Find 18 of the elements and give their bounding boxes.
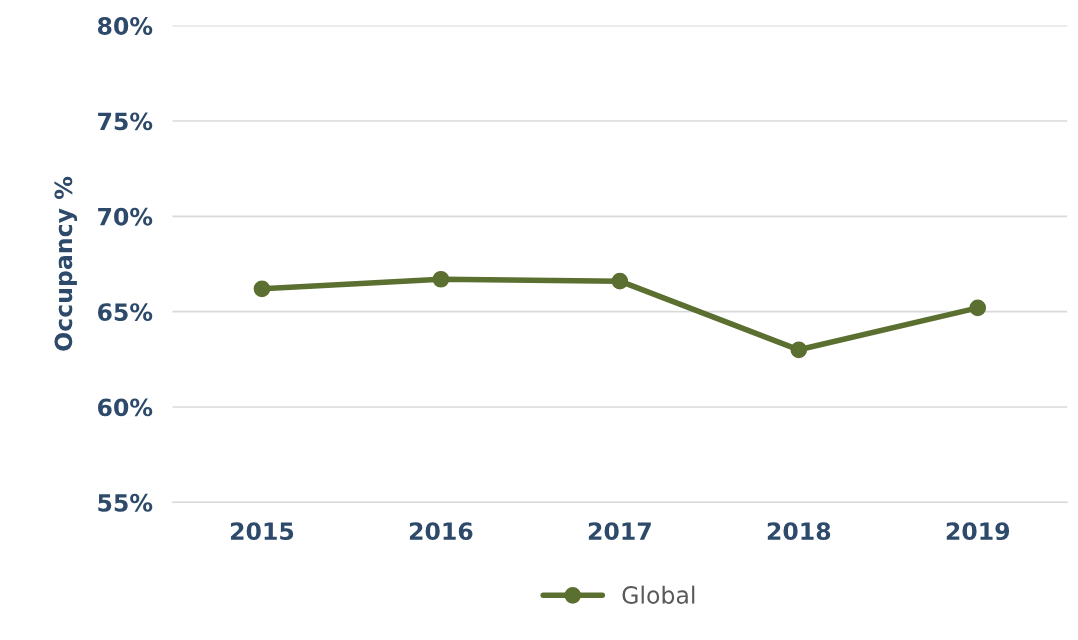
legend-label: Global (622, 585, 695, 604)
point (790, 341, 808, 359)
point (253, 280, 271, 298)
y-tick-label: 80% (97, 17, 153, 35)
x-tick-label: 2019 (946, 522, 1010, 541)
y-tick-label: 75% (98, 112, 153, 131)
y-tick-label: 65% (97, 303, 153, 321)
x-tick-label: 2017 (588, 522, 651, 541)
y-axis-title: Occupancy % (54, 176, 78, 351)
y-tick-label: 55% (98, 493, 153, 512)
point (969, 299, 987, 317)
point (611, 272, 629, 290)
x-tick-label: 2018 (767, 522, 831, 541)
x-tick-label: 2015 (230, 522, 294, 541)
x-tick-label: 2016 (409, 522, 473, 541)
point (432, 270, 450, 288)
y-tick-label: 70% (98, 207, 153, 226)
y-tick-label: 60% (97, 398, 153, 417)
